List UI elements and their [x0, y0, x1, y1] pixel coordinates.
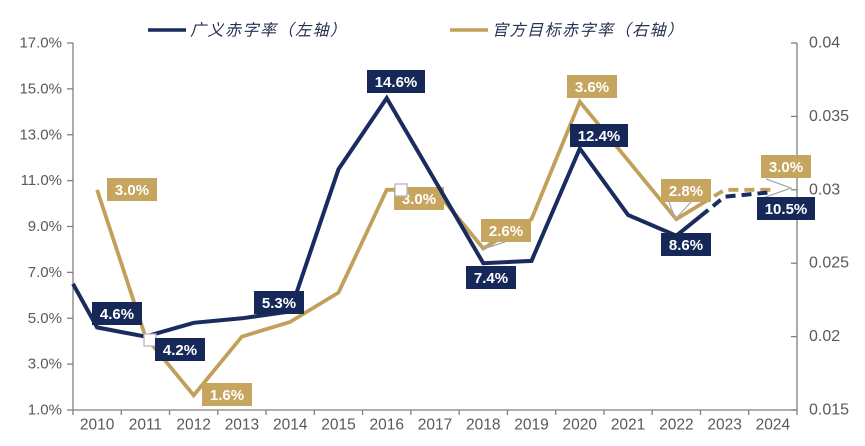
data-label-value: 1.6%: [210, 387, 244, 404]
data-label-box: [92, 302, 142, 325]
x-axis-year-label: 2015: [321, 417, 355, 434]
left-axis-tick-label: 9.0%: [28, 218, 62, 235]
data-label-target-2010: [107, 178, 157, 201]
data-label-target-2020: [567, 75, 617, 98]
label-leader-line: [762, 178, 793, 199]
data-label-box: [155, 338, 205, 361]
label-leader-line: [482, 241, 506, 250]
data-label-broad-2022: [661, 233, 711, 256]
data-label-box: [567, 75, 617, 98]
x-axis-year-label: 2020: [563, 417, 598, 434]
left-axis-tick-label: 13.0%: [19, 126, 62, 143]
data-label-box: [107, 178, 157, 201]
data-label-value: 5.3%: [262, 295, 296, 312]
broad-deficit-line-solid: [71, 94, 702, 339]
data-label-value: 2.6%: [489, 223, 523, 240]
data-label-value: 3.6%: [575, 79, 609, 96]
data-label-target-2012: [202, 383, 252, 406]
data-label-value: 3.0%: [115, 182, 149, 199]
x-axis-year-label: 2023: [707, 417, 741, 434]
data-label-box: [570, 124, 628, 147]
data-label-value: 12.4%: [578, 128, 621, 145]
right-axis-tick-label: 0.04: [809, 35, 840, 52]
data-label-value: 4.2%: [163, 342, 197, 359]
data-label-box: [367, 70, 425, 93]
data-label-box: [202, 383, 252, 406]
x-axis-year-label: 2022: [659, 417, 693, 434]
data-label-box: [466, 266, 516, 289]
data-label-box: [661, 233, 711, 256]
data-label-box: [254, 291, 304, 314]
data-label-broad-2024: [757, 197, 815, 220]
x-axis-year-label: 2016: [369, 417, 403, 434]
data-label-value: 3.0%: [769, 159, 803, 176]
x-axis-year-label: 2024: [756, 417, 791, 434]
left-axis-tick-label: 15.0%: [19, 80, 62, 97]
right-axis-tick-label: 0.02: [809, 328, 840, 345]
data-label-broad-2016: [367, 70, 425, 93]
data-label-value: 8.6%: [669, 237, 703, 254]
right-axis-tick-label: 0.025: [809, 255, 849, 272]
legend-label-official-target: 官方目标赤字率（右轴）: [492, 21, 685, 40]
left-axis-tick-label: 1.0%: [28, 402, 62, 419]
data-label-target-2022: [661, 179, 711, 202]
x-axis-year-label: 2012: [176, 417, 210, 434]
x-axis-year-label: 2018: [466, 417, 500, 434]
x-axis-year-label: 2011: [129, 417, 162, 434]
left-axis-tick-label: 3.0%: [28, 356, 62, 373]
callout-anchor-marker: [143, 333, 157, 347]
data-label-value: 4.6%: [100, 306, 134, 323]
right-axis-tick-label: 0.03: [809, 181, 840, 198]
data-label-broad-2018: [466, 266, 516, 289]
data-label-box: [481, 219, 531, 242]
data-label-broad-2011: [155, 338, 205, 361]
data-label-box: [661, 179, 711, 202]
data-label-value: 3.0%: [402, 191, 436, 208]
data-label-target-2024: [761, 155, 811, 178]
data-label-box: [761, 155, 811, 178]
left-axis-tick-label: 7.0%: [28, 264, 62, 281]
legend-label-broad-deficit: 广义赤字率（左轴）: [190, 21, 348, 40]
data-label-box: [757, 197, 815, 220]
right-axis-tick-label: 0.015: [809, 402, 849, 419]
right-axis-tick-label: 0.035: [809, 108, 849, 125]
data-label-value: 10.5%: [765, 201, 808, 218]
data-label-broad-2020: [570, 124, 628, 147]
x-axis-year-label: 2017: [418, 417, 452, 434]
data-label-broad-2014: [254, 291, 304, 314]
data-label-target-2018: [481, 219, 531, 242]
left-axis-tick-label: 17.0%: [19, 35, 62, 52]
x-axis-year-label: 2010: [80, 417, 115, 434]
callout-anchor-marker: [394, 183, 408, 197]
data-label-value: 14.6%: [375, 74, 418, 91]
x-axis-year-label: 2021: [611, 417, 645, 434]
label-leader-line: [668, 201, 692, 221]
data-label-value: 7.4%: [474, 270, 508, 287]
left-axis-tick-label: 11.0%: [21, 172, 62, 189]
left-axis-tick-label: 5.0%: [28, 310, 62, 327]
data-label-broad-2010: [92, 302, 142, 325]
data-label-value: 2.8%: [669, 183, 703, 200]
x-axis-year-label: 2014: [273, 417, 308, 434]
x-axis-year-label: 2019: [514, 417, 548, 434]
x-axis-year-label: 2013: [225, 417, 259, 434]
